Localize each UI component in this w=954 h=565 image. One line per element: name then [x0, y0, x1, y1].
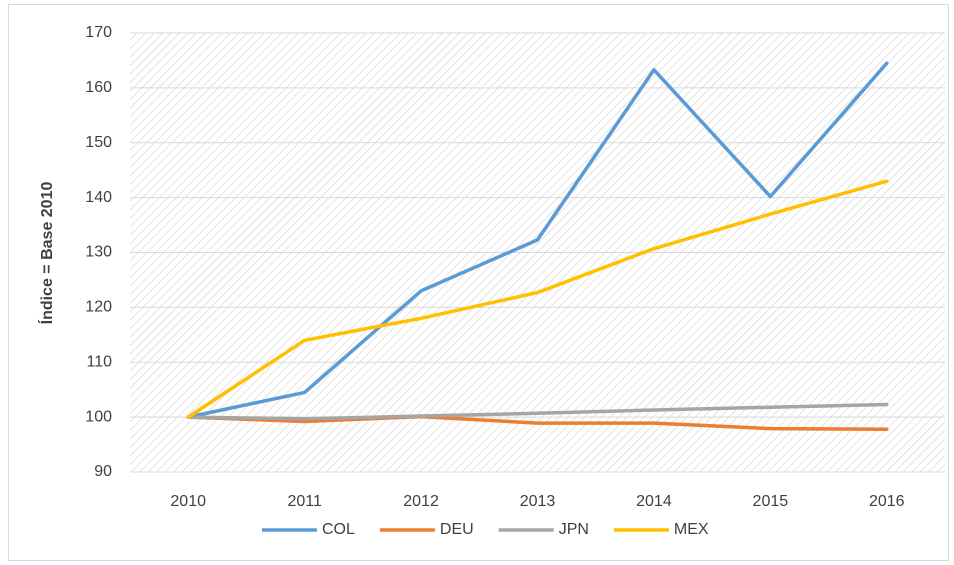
- series-line: [186, 414, 889, 431]
- series-line: [186, 402, 889, 421]
- x-tick-label: 2016: [869, 493, 905, 510]
- legend-label: JPN: [559, 521, 589, 538]
- y-tick-label: 150: [85, 134, 112, 151]
- y-tick-label: 140: [85, 189, 112, 206]
- series-line: [186, 179, 889, 419]
- y-tick-label: 100: [85, 408, 112, 425]
- series-line: [186, 61, 889, 419]
- y-tick-label: 130: [85, 244, 112, 261]
- y-axis-label: Índice = Base 2010: [37, 182, 56, 325]
- x-tick-label: 2012: [403, 493, 439, 510]
- x-tick-label: 2010: [170, 493, 206, 510]
- x-tick-label: 2014: [636, 493, 672, 510]
- y-tick-label: 110: [86, 353, 112, 370]
- y-tick-label: 90: [94, 463, 112, 480]
- x-tick-label: 2015: [753, 493, 789, 510]
- y-tick-label: 160: [85, 79, 112, 96]
- legend-label: COL: [322, 521, 355, 538]
- legend-label: MEX: [674, 521, 709, 538]
- x-tick-label: 2013: [520, 493, 556, 510]
- y-tick-label: 170: [85, 24, 112, 41]
- y-tick-label: 120: [85, 299, 112, 316]
- legend-label: DEU: [440, 521, 474, 538]
- x-tick-label: 2011: [287, 493, 322, 510]
